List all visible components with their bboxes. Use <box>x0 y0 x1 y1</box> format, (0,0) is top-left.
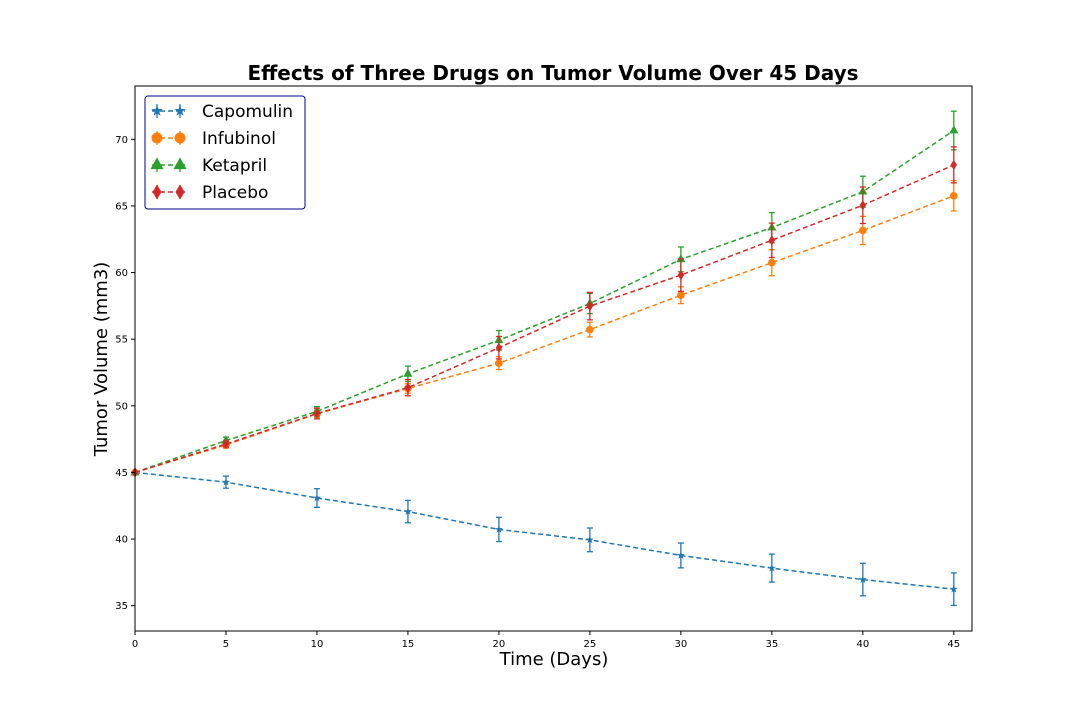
series-capomulin <box>131 468 958 607</box>
x-tick-label: 25 <box>584 639 597 650</box>
legend-item-capomulin: Capomulin <box>151 102 293 122</box>
data-point <box>768 235 775 246</box>
legend-marker <box>175 184 185 200</box>
plot-area <box>130 110 959 607</box>
data-point <box>858 575 867 583</box>
data-point <box>313 408 321 419</box>
y-tick-label: 60 <box>115 268 128 279</box>
data-point <box>949 191 958 200</box>
data-point <box>767 563 776 572</box>
series-line <box>134 471 954 590</box>
y-tick-label: 55 <box>115 335 128 346</box>
data-point <box>222 438 230 450</box>
data-point <box>221 477 230 486</box>
legend-item-infubinol: Infubinol <box>151 129 276 149</box>
data-point <box>858 226 867 235</box>
data-point <box>494 525 503 533</box>
x-axis-label: Time (Days) <box>499 649 609 670</box>
plot-frame <box>134 85 973 632</box>
chart-title: Effects of Three Drugs on Tumor Volume O… <box>247 61 858 85</box>
x-tick-label: 35 <box>765 639 778 650</box>
series-line <box>134 129 955 474</box>
y-tick-label: 40 <box>115 535 128 546</box>
legend-label: Ketapril <box>202 156 267 176</box>
data-point <box>859 200 866 211</box>
data-point <box>495 359 503 368</box>
y-axis-label: Tumor Volume (mm3) <box>91 262 112 458</box>
series-line <box>134 195 955 474</box>
x-tick-label: 20 <box>493 639 506 650</box>
data-point <box>949 125 959 134</box>
y-tick-label: 35 <box>115 601 128 612</box>
x-tick-label: 40 <box>856 639 869 650</box>
legend-marker <box>174 132 186 144</box>
series-infubinol <box>131 179 958 477</box>
x-tick-label: 30 <box>675 639 688 650</box>
y-tick-label: 70 <box>115 135 128 146</box>
legend: Capomulin Infubinol Ketapril Placebo <box>144 95 306 210</box>
legend-item-ketapril: Ketapril <box>150 156 267 176</box>
data-point <box>403 507 412 516</box>
x-tick-label: 45 <box>947 639 960 650</box>
data-point <box>495 342 503 353</box>
series-placebo <box>131 146 957 478</box>
legend-label: Capomulin <box>202 102 293 122</box>
y-tick-label: 50 <box>115 401 128 412</box>
legend-label: Infubinol <box>202 129 276 149</box>
data-point <box>585 535 594 544</box>
legend-marker <box>151 105 163 116</box>
data-point <box>677 269 685 281</box>
data-point <box>767 258 776 267</box>
legend-marker <box>174 105 186 116</box>
y-tick-label: 45 <box>115 468 128 479</box>
series-line <box>134 164 955 474</box>
data-point <box>312 493 321 502</box>
x-tick-label: 10 <box>311 639 324 650</box>
data-point <box>403 368 413 377</box>
data-point <box>586 300 594 312</box>
data-point <box>949 584 958 593</box>
data-point <box>950 159 957 171</box>
legend-label: Placebo <box>202 183 268 203</box>
x-tick-label: 5 <box>223 639 229 650</box>
legend-marker <box>151 132 163 144</box>
x-tick-label: 0 <box>132 639 138 650</box>
data-point <box>676 551 685 559</box>
y-tick-label: 65 <box>115 201 128 212</box>
legend-marker <box>173 157 187 170</box>
legend-marker <box>152 184 162 200</box>
legend-marker <box>150 157 164 170</box>
data-point <box>586 325 594 334</box>
legend-box <box>144 95 306 210</box>
data-point <box>404 382 412 393</box>
data-point <box>677 291 685 300</box>
x-tick-label: 15 <box>402 639 415 650</box>
axis-ticks: 0 5 10 15 20 25 30 35 40 45 35 40 45 50 55 60 65 70 <box>115 135 960 650</box>
legend-item-placebo: Placebo <box>152 183 268 203</box>
